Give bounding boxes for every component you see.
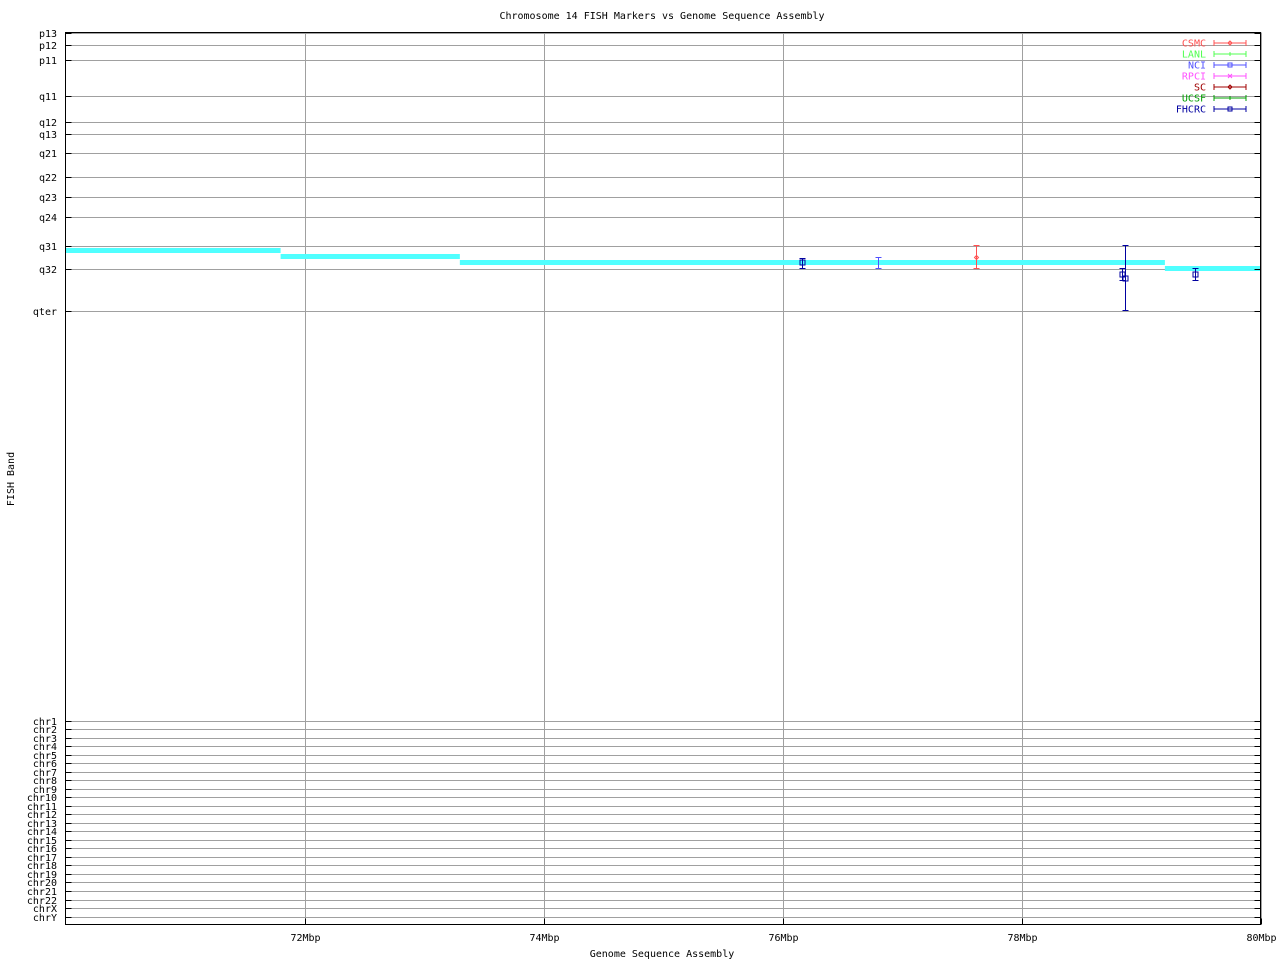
y-tick-label: chr5: [33, 751, 57, 762]
y-tick-label: chr20: [27, 878, 57, 889]
y-tick-label: q32: [39, 265, 57, 276]
legend-marker: [1227, 84, 1233, 90]
data-point: [1122, 275, 1129, 282]
y-tick-label: chrY: [33, 913, 57, 924]
legend-label: FHCRC: [1176, 105, 1206, 116]
chart-title: Chromosome 14 FISH Markers vs Genome Seq…: [499, 11, 824, 22]
x-tick-label: 74Mbp: [529, 933, 559, 944]
y-tick-label: chr22: [27, 896, 57, 907]
y-tick-label: chr12: [27, 810, 57, 821]
y-tick-label: q21: [39, 149, 57, 160]
data-points: [799, 245, 1199, 311]
y-tick-label: chr21: [27, 887, 57, 898]
x-tick-label: 76Mbp: [768, 933, 798, 944]
data-point: [1192, 271, 1199, 278]
y-tick-label: chr10: [27, 793, 57, 804]
y-tick-label: q11: [39, 92, 57, 103]
legend-label: UCSF: [1182, 94, 1206, 105]
y-tick-label: p12: [39, 41, 57, 52]
y-tick-label: q22: [39, 173, 57, 184]
y-tick-label: chr4: [33, 742, 57, 753]
x-axis-label: Genome Sequence Assembly: [590, 949, 735, 960]
data-point: [973, 254, 980, 261]
y-tick-label: q24: [39, 213, 57, 224]
y-tick-label: p13: [39, 29, 57, 40]
y-tick-label: q12: [39, 118, 57, 129]
y-tick-label: chr9: [33, 785, 57, 796]
y-tick-label: chr1: [33, 717, 57, 728]
plot-frame: [65, 32, 1261, 925]
y-tick-label: chr7: [33, 768, 57, 779]
legend-marker: [1227, 73, 1233, 79]
legend-label: CSMC: [1182, 39, 1206, 50]
y-tick-label: chr16: [27, 844, 57, 855]
y-tick-label: chrX: [33, 904, 57, 915]
legend-label: NCI: [1188, 61, 1206, 72]
x-tick-label: 72Mbp: [290, 933, 320, 944]
y-tick-label: q13: [39, 130, 57, 141]
y-tick-label: chr6: [33, 759, 57, 770]
y-tick-label: qter: [33, 307, 57, 318]
y-tick-label: chr2: [33, 725, 57, 736]
y-tick-label: q31: [39, 242, 57, 253]
data-point: [799, 259, 806, 266]
y-tick-label: chr18: [27, 861, 57, 872]
legend-label: RPCI: [1182, 72, 1206, 83]
legend-label: SC: [1194, 83, 1206, 94]
y-tick-label: chr15: [27, 836, 57, 847]
y-tick-label: chr19: [27, 870, 57, 881]
x-tick-label: 78Mbp: [1007, 933, 1037, 944]
y-axis-label: FISH Band: [6, 452, 17, 506]
y-tick-label: q23: [39, 193, 57, 204]
y-tick-label: chr8: [33, 776, 57, 787]
assembly-line: [65, 248, 1261, 271]
y-tick-label: chr14: [27, 827, 57, 838]
legend-marker: [1227, 106, 1233, 112]
y-tick-label: chr13: [27, 819, 57, 830]
legend-label: LANL: [1182, 50, 1206, 61]
y-tick-label: p11: [39, 56, 57, 67]
y-tick-label: chr3: [33, 734, 57, 745]
grid: [65, 32, 1262, 925]
y-tick-label: chr11: [27, 802, 57, 813]
legend-marker: [1227, 40, 1233, 46]
x-tick-label: 80Mbp: [1246, 933, 1276, 944]
legend-marker: [1227, 62, 1233, 68]
y-tick-label: chr17: [27, 853, 57, 864]
